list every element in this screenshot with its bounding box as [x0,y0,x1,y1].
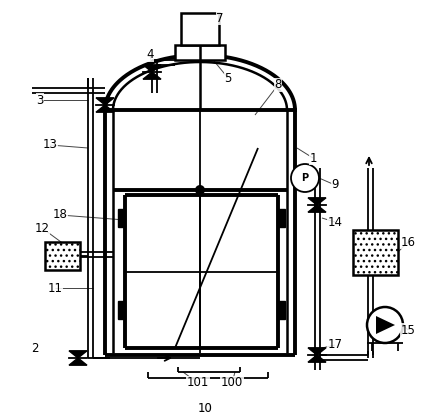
Text: 14: 14 [327,216,342,229]
Polygon shape [376,316,395,334]
Text: 10: 10 [198,402,213,415]
Text: 100: 100 [221,377,243,390]
Text: 101: 101 [187,377,209,390]
Bar [353,230,398,275]
Text: 2: 2 [31,342,39,354]
Circle shape [195,185,205,195]
Polygon shape [69,358,87,365]
Bar [278,209,285,227]
Bar [45,242,80,270]
Circle shape [367,307,403,343]
Text: P: P [301,173,309,183]
Circle shape [291,164,319,192]
Bar [175,45,225,60]
Polygon shape [308,198,326,205]
Polygon shape [96,98,114,105]
Text: 12: 12 [35,222,50,234]
Text: 13: 13 [43,138,58,151]
Text: 17: 17 [327,339,342,352]
Text: 16: 16 [400,235,416,248]
Text: 7: 7 [216,12,224,25]
Text: 11: 11 [47,281,62,295]
Text: 10: 10 [198,403,212,413]
Text: 9: 9 [331,178,339,191]
Polygon shape [143,65,161,72]
Bar [181,13,219,45]
Polygon shape [308,355,326,362]
Bar [45,242,80,270]
Bar [353,230,398,275]
Bar [118,301,125,319]
Text: 8: 8 [274,79,282,92]
Polygon shape [308,205,326,212]
Text: 18: 18 [53,209,67,222]
Text: 4: 4 [146,48,154,61]
Polygon shape [143,72,161,79]
Polygon shape [69,351,87,358]
Bar [278,301,285,319]
Text: 3: 3 [36,94,44,107]
Text: 1: 1 [309,151,317,165]
Polygon shape [308,348,326,355]
Text: 5: 5 [224,71,232,84]
Polygon shape [96,105,114,112]
Text: 15: 15 [400,324,416,336]
Bar [118,209,125,227]
